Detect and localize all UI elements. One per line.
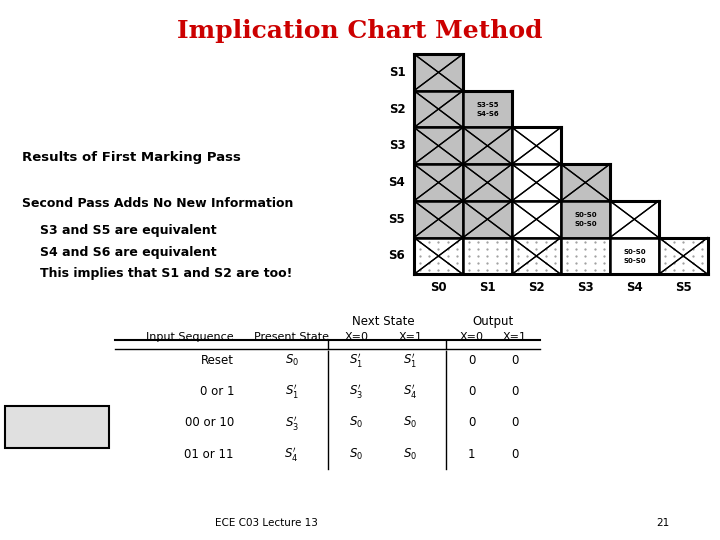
Text: $S_0$: $S_0$: [349, 447, 364, 462]
Bar: [561, 164, 610, 201]
Text: 0: 0: [468, 416, 475, 429]
Bar: [414, 201, 463, 238]
Text: S0-S0: S0-S0: [623, 258, 646, 264]
Text: $S_3'$: $S_3'$: [349, 382, 364, 401]
Bar: [463, 127, 512, 164]
Text: S1: S1: [389, 66, 405, 79]
Bar: [512, 201, 561, 238]
Text: S5: S5: [675, 281, 692, 294]
Text: $S_1'$: $S_1'$: [284, 382, 299, 401]
Text: S3 and S5 are equivalent: S3 and S5 are equivalent: [40, 224, 216, 237]
Bar: [463, 201, 512, 238]
Bar: [414, 127, 463, 164]
Text: 0: 0: [468, 354, 475, 367]
Text: S2: S2: [389, 103, 405, 116]
Text: X=0: X=0: [344, 332, 369, 342]
Text: S1: S1: [479, 281, 496, 294]
Text: S0-S0: S0-S0: [623, 248, 646, 254]
Bar: [414, 164, 463, 201]
Text: $S_4'$: $S_4'$: [403, 382, 418, 401]
Text: 0: 0: [511, 448, 518, 461]
Text: Implication Chart Method: Implication Chart Method: [177, 19, 543, 43]
Text: Reduced State
Transition Table: Reduced State Transition Table: [8, 416, 107, 438]
Bar: [659, 238, 708, 274]
Text: S3-S5: S3-S5: [476, 102, 499, 107]
Text: Present State: Present State: [254, 332, 329, 342]
Bar: [414, 238, 463, 274]
Text: S4-S6: S4-S6: [476, 111, 499, 117]
Bar: [512, 164, 561, 201]
Bar: [512, 238, 561, 274]
Text: S0-S0: S0-S0: [574, 221, 597, 227]
Text: 01 or 11: 01 or 11: [184, 448, 234, 461]
Text: $S_0$: $S_0$: [403, 415, 418, 430]
Bar: [512, 127, 561, 164]
Bar: [463, 91, 512, 127]
Bar: [414, 54, 463, 91]
Bar: [463, 164, 512, 201]
Text: 0: 0: [511, 416, 518, 429]
Text: 1: 1: [468, 448, 475, 461]
Text: X=0: X=0: [459, 332, 484, 342]
Text: Next State: Next State: [352, 315, 415, 328]
Bar: [463, 238, 512, 274]
Text: 0: 0: [511, 354, 518, 367]
FancyBboxPatch shape: [5, 406, 109, 448]
Text: Results of First Marking Pass: Results of First Marking Pass: [22, 151, 240, 164]
Text: S6: S6: [389, 249, 405, 262]
Text: This implies that S1 and S2 are too!: This implies that S1 and S2 are too!: [40, 267, 292, 280]
Text: S5: S5: [389, 213, 405, 226]
Text: 0: 0: [468, 385, 475, 398]
Bar: [414, 91, 463, 127]
Text: X=1: X=1: [398, 332, 423, 342]
Text: Second Pass Adds No New Information: Second Pass Adds No New Information: [22, 197, 293, 210]
Text: S3: S3: [577, 281, 594, 294]
Text: $S_0$: $S_0$: [349, 415, 364, 430]
Text: $S_0$: $S_0$: [403, 447, 418, 462]
Text: ECE C03 Lecture 13: ECE C03 Lecture 13: [215, 518, 318, 528]
Text: S4 and S6 are equivalent: S4 and S6 are equivalent: [40, 246, 216, 259]
Text: S0: S0: [430, 281, 447, 294]
Text: $S_1'$: $S_1'$: [349, 351, 364, 369]
Text: Reset: Reset: [201, 354, 234, 367]
Text: S2: S2: [528, 281, 545, 294]
Text: 0 or 1: 0 or 1: [199, 385, 234, 398]
Bar: [610, 201, 659, 238]
Text: $S_0$: $S_0$: [284, 353, 299, 368]
Text: S0-S0: S0-S0: [574, 212, 597, 218]
Text: 0: 0: [511, 385, 518, 398]
Text: X=1: X=1: [503, 332, 527, 342]
Text: $S_1'$: $S_1'$: [403, 351, 418, 369]
Text: Input Sequence: Input Sequence: [146, 332, 234, 342]
Text: 21: 21: [656, 518, 669, 528]
Text: S3: S3: [389, 139, 405, 152]
Bar: [610, 238, 659, 274]
Text: $S_4'$: $S_4'$: [284, 445, 299, 463]
Bar: [561, 201, 610, 238]
Text: S4: S4: [389, 176, 405, 189]
Text: Output: Output: [472, 315, 514, 328]
Text: 00 or 10: 00 or 10: [185, 416, 234, 429]
Text: $S_3'$: $S_3'$: [284, 414, 299, 432]
Text: S4: S4: [626, 281, 643, 294]
Bar: [561, 238, 610, 274]
